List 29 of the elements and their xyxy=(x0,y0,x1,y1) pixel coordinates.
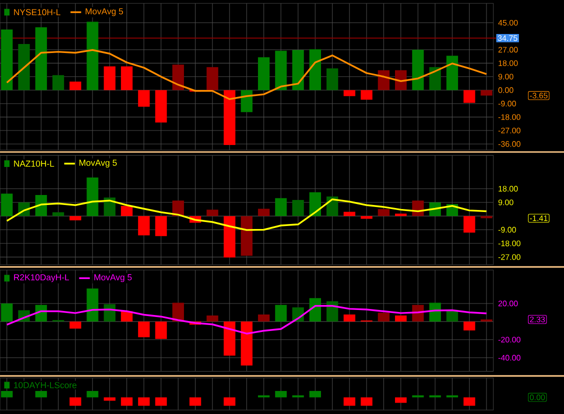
y-tick-label: -9.00 xyxy=(498,100,516,106)
text: -3.65 xyxy=(530,92,548,98)
legend-label: NAZ10H-L xyxy=(14,160,54,167)
y-tick-label: 9.00 xyxy=(498,200,514,206)
y-tick-label: 27.00 xyxy=(498,46,518,53)
y-tick-label: -20.00 xyxy=(498,336,520,342)
y-tick-label: -18.00 xyxy=(498,240,520,246)
legend-label: MovAvg 5 xyxy=(86,8,124,16)
text: 0.00 xyxy=(530,394,545,400)
y-tick-label: 45.00 xyxy=(498,20,518,26)
text: -1.41 xyxy=(530,215,548,221)
y-tick-label: 18.00 xyxy=(498,186,518,192)
y-tick-label: 9.00 xyxy=(498,74,514,80)
text: 2.33 xyxy=(530,316,545,322)
ref-line-label: 34.75 xyxy=(498,35,518,41)
y-tick-label: -36.00 xyxy=(498,141,520,147)
y-tick-label: -27.00 xyxy=(498,128,520,134)
legend-label: MovAvg 5 xyxy=(94,274,132,282)
legend-label: R2K10DayH-L xyxy=(14,274,70,282)
y-tick-label: -27.00 xyxy=(498,254,520,260)
y-tick-label: -18.00 xyxy=(498,114,520,120)
y-tick-label: -9.00 xyxy=(498,226,516,233)
y-tick-label: -40.00 xyxy=(498,354,520,361)
legend-label: 10DAYH-LScore xyxy=(14,382,76,388)
legend-label: MovAvg 5 xyxy=(79,160,117,168)
y-tick-label: 0.00 xyxy=(498,87,514,93)
y-tick-label: 18.00 xyxy=(498,60,518,66)
legend-label: NYSE10H-L xyxy=(14,9,60,16)
y-tick-label: 20.00 xyxy=(498,300,518,306)
